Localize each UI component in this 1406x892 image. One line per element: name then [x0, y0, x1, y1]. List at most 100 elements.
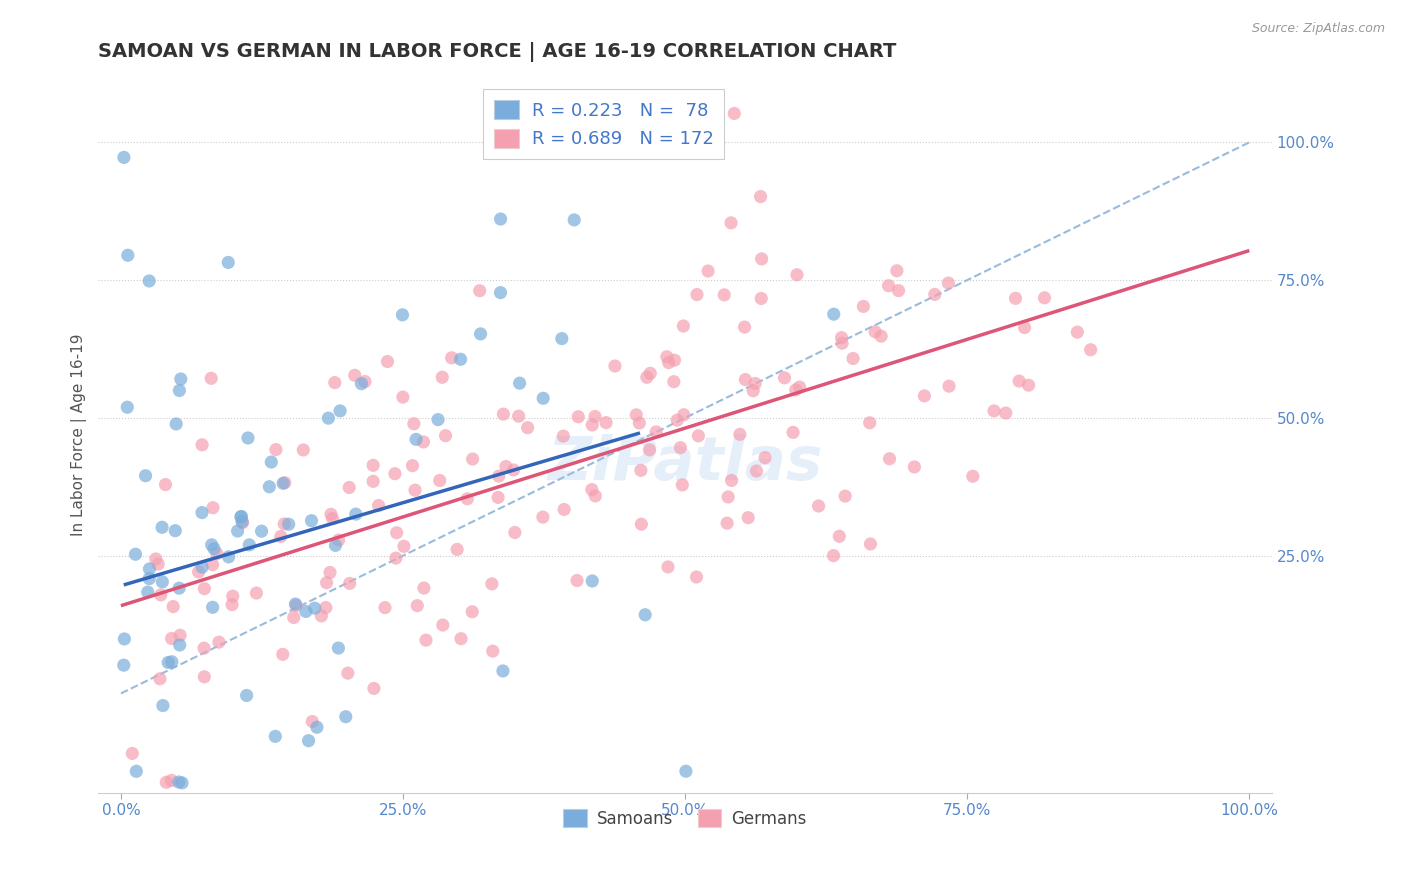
Point	[749, 189, 772, 203]
Point	[634, 607, 657, 622]
Point	[402, 417, 425, 431]
Point	[489, 212, 512, 227]
Point	[686, 287, 709, 301]
Point	[114, 794, 136, 808]
Point	[488, 469, 510, 483]
Point	[823, 307, 845, 321]
Point	[664, 353, 686, 368]
Point	[406, 599, 429, 613]
Point	[138, 572, 160, 586]
Point	[502, 463, 524, 477]
Point	[305, 720, 328, 734]
Point	[167, 775, 190, 789]
Point	[831, 331, 853, 345]
Point	[509, 376, 531, 391]
Point	[155, 775, 177, 789]
Point	[994, 406, 1017, 420]
Point	[671, 478, 693, 492]
Point	[217, 255, 239, 269]
Point	[205, 547, 228, 561]
Point	[842, 351, 865, 366]
Point	[152, 698, 174, 713]
Point	[481, 644, 503, 658]
Point	[339, 576, 361, 591]
Point	[553, 429, 575, 443]
Point	[200, 371, 222, 385]
Point	[245, 586, 267, 600]
Point	[655, 350, 678, 364]
Point	[903, 459, 925, 474]
Point	[328, 641, 350, 656]
Point	[1066, 325, 1088, 339]
Point	[427, 412, 450, 426]
Point	[354, 375, 377, 389]
Point	[630, 517, 652, 532]
Point	[367, 499, 389, 513]
Point	[1008, 374, 1031, 388]
Point	[852, 300, 875, 314]
Point	[662, 375, 685, 389]
Point	[859, 416, 882, 430]
Point	[658, 355, 681, 369]
Point	[645, 425, 668, 439]
Point	[1033, 291, 1056, 305]
Point	[191, 438, 214, 452]
Point	[150, 520, 173, 534]
Point	[391, 308, 413, 322]
Point	[169, 384, 191, 398]
Point	[187, 565, 209, 579]
Point	[583, 409, 606, 424]
Point	[259, 480, 281, 494]
Point	[112, 658, 135, 673]
Point	[630, 463, 652, 477]
Point	[440, 351, 463, 365]
Point	[831, 336, 853, 351]
Point	[193, 670, 215, 684]
Point	[222, 589, 245, 603]
Point	[201, 500, 224, 515]
Point	[672, 408, 695, 422]
Point	[218, 549, 240, 564]
Point	[470, 326, 492, 341]
Point	[250, 524, 273, 538]
Point	[208, 635, 231, 649]
Point	[675, 764, 697, 779]
Point	[567, 409, 589, 424]
Point	[669, 441, 692, 455]
Point	[165, 524, 187, 538]
Point	[720, 216, 742, 230]
Point	[231, 509, 253, 524]
Point	[595, 416, 617, 430]
Point	[734, 320, 756, 334]
Point	[773, 371, 796, 385]
Point	[1080, 343, 1102, 357]
Point	[337, 481, 360, 495]
Point	[434, 428, 457, 442]
Point	[713, 288, 735, 302]
Point	[271, 476, 294, 491]
Point	[508, 409, 530, 424]
Point	[924, 287, 946, 301]
Point	[160, 655, 183, 669]
Point	[626, 408, 648, 422]
Point	[145, 873, 167, 888]
Point	[938, 379, 960, 393]
Point	[870, 329, 893, 343]
Point	[432, 370, 454, 384]
Point	[292, 442, 315, 457]
Legend: Samoans, Germans: Samoans, Germans	[557, 803, 814, 835]
Point	[461, 452, 484, 467]
Point	[723, 106, 745, 120]
Point	[202, 541, 225, 556]
Point	[938, 276, 960, 290]
Y-axis label: In Labor Force | Age 16-19: In Labor Force | Age 16-19	[72, 334, 87, 536]
Point	[744, 376, 766, 391]
Point	[481, 577, 503, 591]
Point	[363, 681, 385, 696]
Point	[531, 392, 554, 406]
Point	[863, 325, 886, 339]
Point	[392, 390, 415, 404]
Point	[112, 150, 135, 164]
Point	[716, 516, 738, 531]
Point	[751, 252, 773, 266]
